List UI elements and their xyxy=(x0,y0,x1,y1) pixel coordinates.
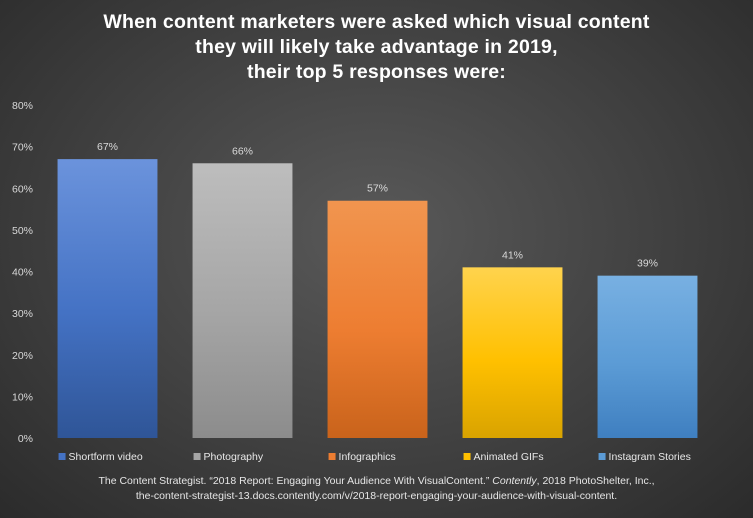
y-tick-label: 60% xyxy=(12,183,33,195)
y-tick-label: 80% xyxy=(12,100,33,112)
source-line-1-pre: The Content Strategist. “2018 Report: En… xyxy=(98,475,493,487)
data-label-1: 67% xyxy=(97,141,118,153)
legend-label-2: Photography xyxy=(204,451,264,463)
legend-label-4: Animated GIFs xyxy=(474,451,544,463)
bar-1 xyxy=(57,159,158,439)
data-labels: 67% 66% 57% 41% 39% xyxy=(97,141,658,270)
chart-title-line-3: their top 5 responses were: xyxy=(247,61,506,83)
y-tick-label: 50% xyxy=(12,225,33,237)
source-citation: The Content Strategist. “2018 Report: En… xyxy=(0,474,753,504)
legend-swatch-3 xyxy=(328,453,336,460)
y-tick-label: 10% xyxy=(12,391,33,403)
legend-label-3: Infographics xyxy=(339,451,396,463)
chart-title-line-1: When content marketers were asked which … xyxy=(103,11,650,33)
bar-3 xyxy=(327,200,428,438)
legend: Shortform video Photography Infographics An… xyxy=(58,451,691,463)
bar-5 xyxy=(597,275,698,438)
data-label-2: 66% xyxy=(232,145,253,157)
source-line-1-post: , 2018 PhotoShelter, Inc., xyxy=(536,475,655,487)
legend-swatch-2 xyxy=(193,453,201,460)
y-tick-label: 20% xyxy=(12,350,33,362)
chart-title-line-2: they will likely take advantage in 2019, xyxy=(195,36,558,58)
data-label-5: 39% xyxy=(637,258,658,270)
legend-label-5: Instagram Stories xyxy=(609,451,691,463)
data-label-4: 41% xyxy=(502,249,523,261)
bar-4 xyxy=(462,267,563,438)
data-label-3: 57% xyxy=(367,183,388,195)
legend-label-1: Shortform video xyxy=(69,451,143,463)
bar-2 xyxy=(192,163,293,438)
chart-title: When content marketers were asked which … xyxy=(0,10,753,85)
legend-swatch-5 xyxy=(598,453,606,460)
bars xyxy=(57,159,698,439)
source-publication: Contently xyxy=(492,475,537,487)
source-line-1: The Content Strategist. “2018 Report: En… xyxy=(0,474,753,489)
y-tick-label: 40% xyxy=(12,267,33,279)
source-line-2: the-content-strategist-13.docs.contently… xyxy=(135,490,618,502)
y-tick-label: 0% xyxy=(18,433,33,445)
y-axis: 0% 10% 20% 30% 40% 50% 60% 70% 80% xyxy=(12,100,33,445)
y-tick-label: 70% xyxy=(12,142,33,154)
legend-swatch-4 xyxy=(463,453,471,460)
y-tick-label: 30% xyxy=(12,308,33,320)
legend-swatch-1 xyxy=(58,453,66,460)
